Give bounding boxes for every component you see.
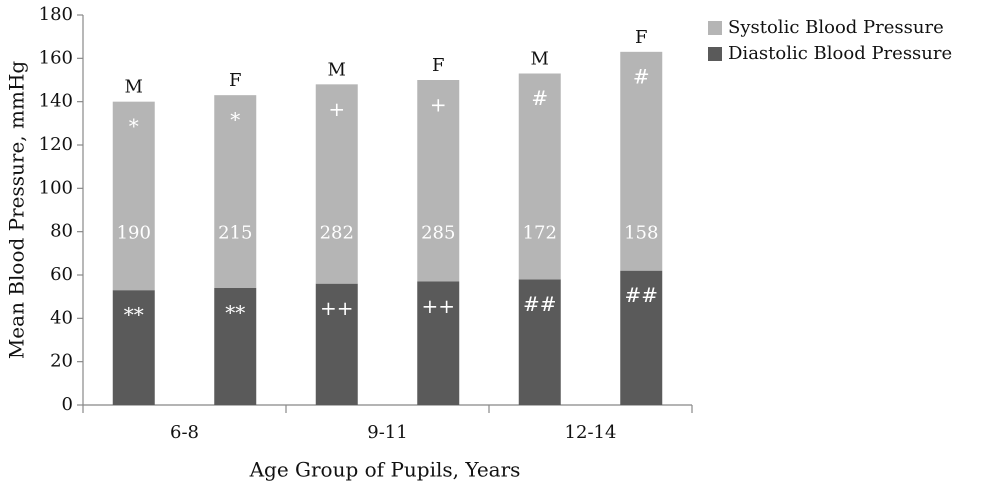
bar-marker: * [230,108,240,132]
x-group-label: 12-14 [565,422,617,443]
y-tick-label: 160 [39,47,73,68]
bar-category-label: M [125,77,143,98]
legend-swatch [708,47,722,61]
y-tick-label: 60 [50,264,73,285]
bar-segment [112,101,155,291]
y-tick-label: 140 [39,91,73,112]
bar-segment [214,288,257,405]
bar-marker: + [328,97,345,121]
sample-size: 282 [320,223,354,244]
bar-segment [518,279,561,405]
bar-segment [112,290,155,405]
sample-size: 158 [624,223,658,244]
sample-size: 215 [218,223,252,244]
bar-segment [315,283,358,405]
bar-category-label: M [328,59,346,80]
y-axis-title: Mean Blood Pressure, mmHg [5,61,29,360]
bar-segment [417,80,460,282]
sample-size: 172 [523,223,557,244]
bar-segment [214,95,257,289]
bar-marker: ## [624,283,658,307]
y-tick-label: 180 [39,4,73,25]
legend-swatch [708,21,722,35]
bar-category-label: F [229,70,242,91]
bar-category-label: F [432,55,445,76]
legend-label: Systolic Blood Pressure [728,17,944,38]
bar-marker: * [129,114,139,138]
bar-segment [518,73,561,280]
y-tick-label: 120 [39,134,73,155]
bar-marker: ++ [421,294,455,318]
y-tick-label: 0 [62,394,73,415]
y-tick-label: 100 [39,177,73,198]
x-axis-title: Age Group of Pupils, Years [249,458,521,482]
bar-marker: ## [523,292,557,316]
legend-label: Diastolic Blood Pressure [728,43,952,64]
y-tick-label: 80 [50,221,73,242]
bar-marker: # [531,86,548,110]
bar-segment [417,281,460,405]
bar-marker: ** [225,301,245,325]
bar-marker: ++ [320,296,354,320]
y-tick-label: 20 [50,351,73,372]
bar-segment [620,51,663,271]
bar-marker: + [430,93,447,117]
bar-marker: ** [124,303,144,327]
y-tick-label: 40 [50,307,73,328]
sample-size: 285 [421,223,455,244]
bar-segment [620,270,663,405]
bar-category-label: F [635,27,648,48]
bar-segment [315,84,358,284]
sample-size: 190 [117,223,151,244]
x-group-label: 9-11 [367,422,407,443]
bar-category-label: M [531,49,549,70]
bar-marker: # [633,64,650,88]
x-group-label: 6-8 [170,422,199,443]
